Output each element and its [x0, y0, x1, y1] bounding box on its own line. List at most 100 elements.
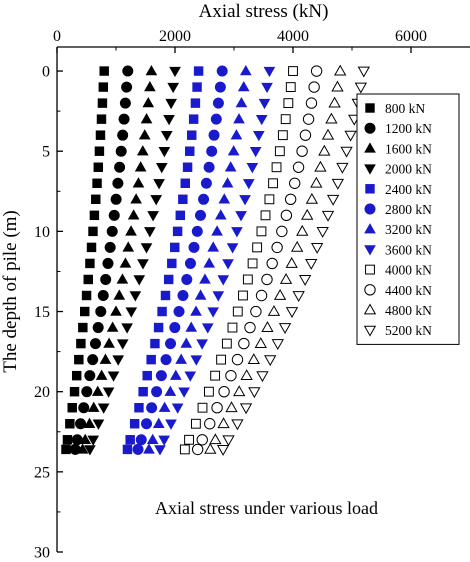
- data-point: [298, 275, 312, 286]
- data-point: [132, 177, 145, 188]
- data-point: [84, 445, 96, 456]
- legend-marker: [364, 164, 376, 175]
- legend-marker: [364, 142, 376, 153]
- series-3200-kn: [143, 64, 252, 454]
- data-point: [247, 258, 258, 269]
- data-point: [65, 419, 75, 429]
- data-point: [179, 444, 190, 455]
- data-point: [184, 371, 197, 382]
- data-point: [222, 259, 234, 270]
- data-point: [134, 161, 147, 172]
- data-point: [188, 114, 199, 124]
- data-point: [170, 242, 180, 253]
- data-point: [191, 225, 203, 237]
- data-point: [93, 162, 104, 172]
- data-point: [336, 162, 349, 174]
- data-point: [158, 147, 171, 158]
- data-point: [242, 179, 255, 190]
- data-point: [150, 195, 162, 206]
- data-point: [147, 211, 159, 222]
- data-point: [160, 130, 173, 142]
- data-point: [325, 112, 338, 124]
- data-point: [97, 98, 108, 108]
- data-point: [285, 256, 298, 268]
- data-point: [114, 161, 126, 173]
- data-point: [97, 403, 110, 414]
- data-point: [208, 129, 220, 141]
- data-point: [76, 443, 89, 454]
- data-point: [61, 444, 71, 455]
- data-point: [267, 305, 281, 316]
- data-point: [217, 275, 230, 286]
- data-point: [122, 65, 134, 77]
- data-point: [230, 129, 243, 140]
- data-point: [216, 65, 228, 77]
- legend-label: 4000 kN: [385, 263, 432, 278]
- data-point: [285, 82, 296, 92]
- data-point: [157, 306, 167, 317]
- data-point: [125, 307, 138, 318]
- data-point: [233, 385, 246, 397]
- legend-label: 4400 kN: [385, 283, 432, 298]
- data-point: [98, 82, 109, 92]
- x-axis-title: Axial stress (kN): [199, 1, 329, 22]
- data-point: [296, 145, 308, 157]
- data-point: [207, 241, 220, 252]
- data-point: [171, 403, 184, 414]
- legend-entry: 800 kN: [365, 101, 425, 116]
- data-point: [106, 225, 118, 237]
- data-point: [212, 97, 224, 109]
- data-point: [112, 177, 124, 189]
- data-point: [187, 130, 197, 140]
- data-point: [99, 66, 109, 76]
- data-point: [185, 146, 195, 156]
- data-point: [238, 337, 250, 350]
- data-point: [129, 419, 140, 429]
- series-2800-kn: [132, 65, 228, 455]
- data-point: [142, 97, 155, 108]
- data-point: [305, 97, 318, 109]
- data-point: [75, 418, 87, 430]
- data-point: [222, 435, 235, 447]
- data-point: [263, 66, 276, 78]
- data-point: [169, 66, 181, 78]
- data-point: [100, 273, 112, 285]
- data-point: [258, 98, 271, 110]
- data-point: [153, 322, 164, 333]
- data-point: [84, 370, 96, 382]
- x-tick-label: 0: [53, 28, 61, 45]
- data-point: [125, 435, 135, 445]
- data-point: [80, 306, 90, 317]
- data-point: [140, 243, 153, 254]
- series-2400-kn: [122, 66, 204, 455]
- data-point: [310, 176, 323, 188]
- data-point: [135, 434, 147, 446]
- data-point: [180, 178, 190, 188]
- data-point: [121, 323, 133, 334]
- data-point: [95, 369, 108, 380]
- data-point: [62, 435, 73, 445]
- data-point: [151, 386, 163, 398]
- data-point: [164, 385, 177, 396]
- data-point: [130, 193, 142, 204]
- data-point: [264, 194, 275, 205]
- data-point: [308, 81, 320, 93]
- data-point: [178, 387, 190, 398]
- data-point: [314, 160, 327, 172]
- x-tick-label: 6000: [395, 28, 427, 45]
- data-point: [274, 146, 285, 157]
- data-point: [190, 418, 201, 429]
- legend-label: 2800 kN: [385, 202, 432, 217]
- data-point: [246, 163, 259, 174]
- data-point: [256, 226, 267, 237]
- y-tick-label: 10: [34, 224, 50, 241]
- data-point: [118, 113, 130, 125]
- data-point: [94, 146, 105, 156]
- data-point: [132, 443, 144, 455]
- data-point: [146, 354, 156, 365]
- data-point: [201, 323, 214, 334]
- data-point: [233, 113, 245, 124]
- data-point: [292, 161, 305, 173]
- series-1200-kn: [69, 65, 134, 455]
- data-point: [181, 273, 193, 285]
